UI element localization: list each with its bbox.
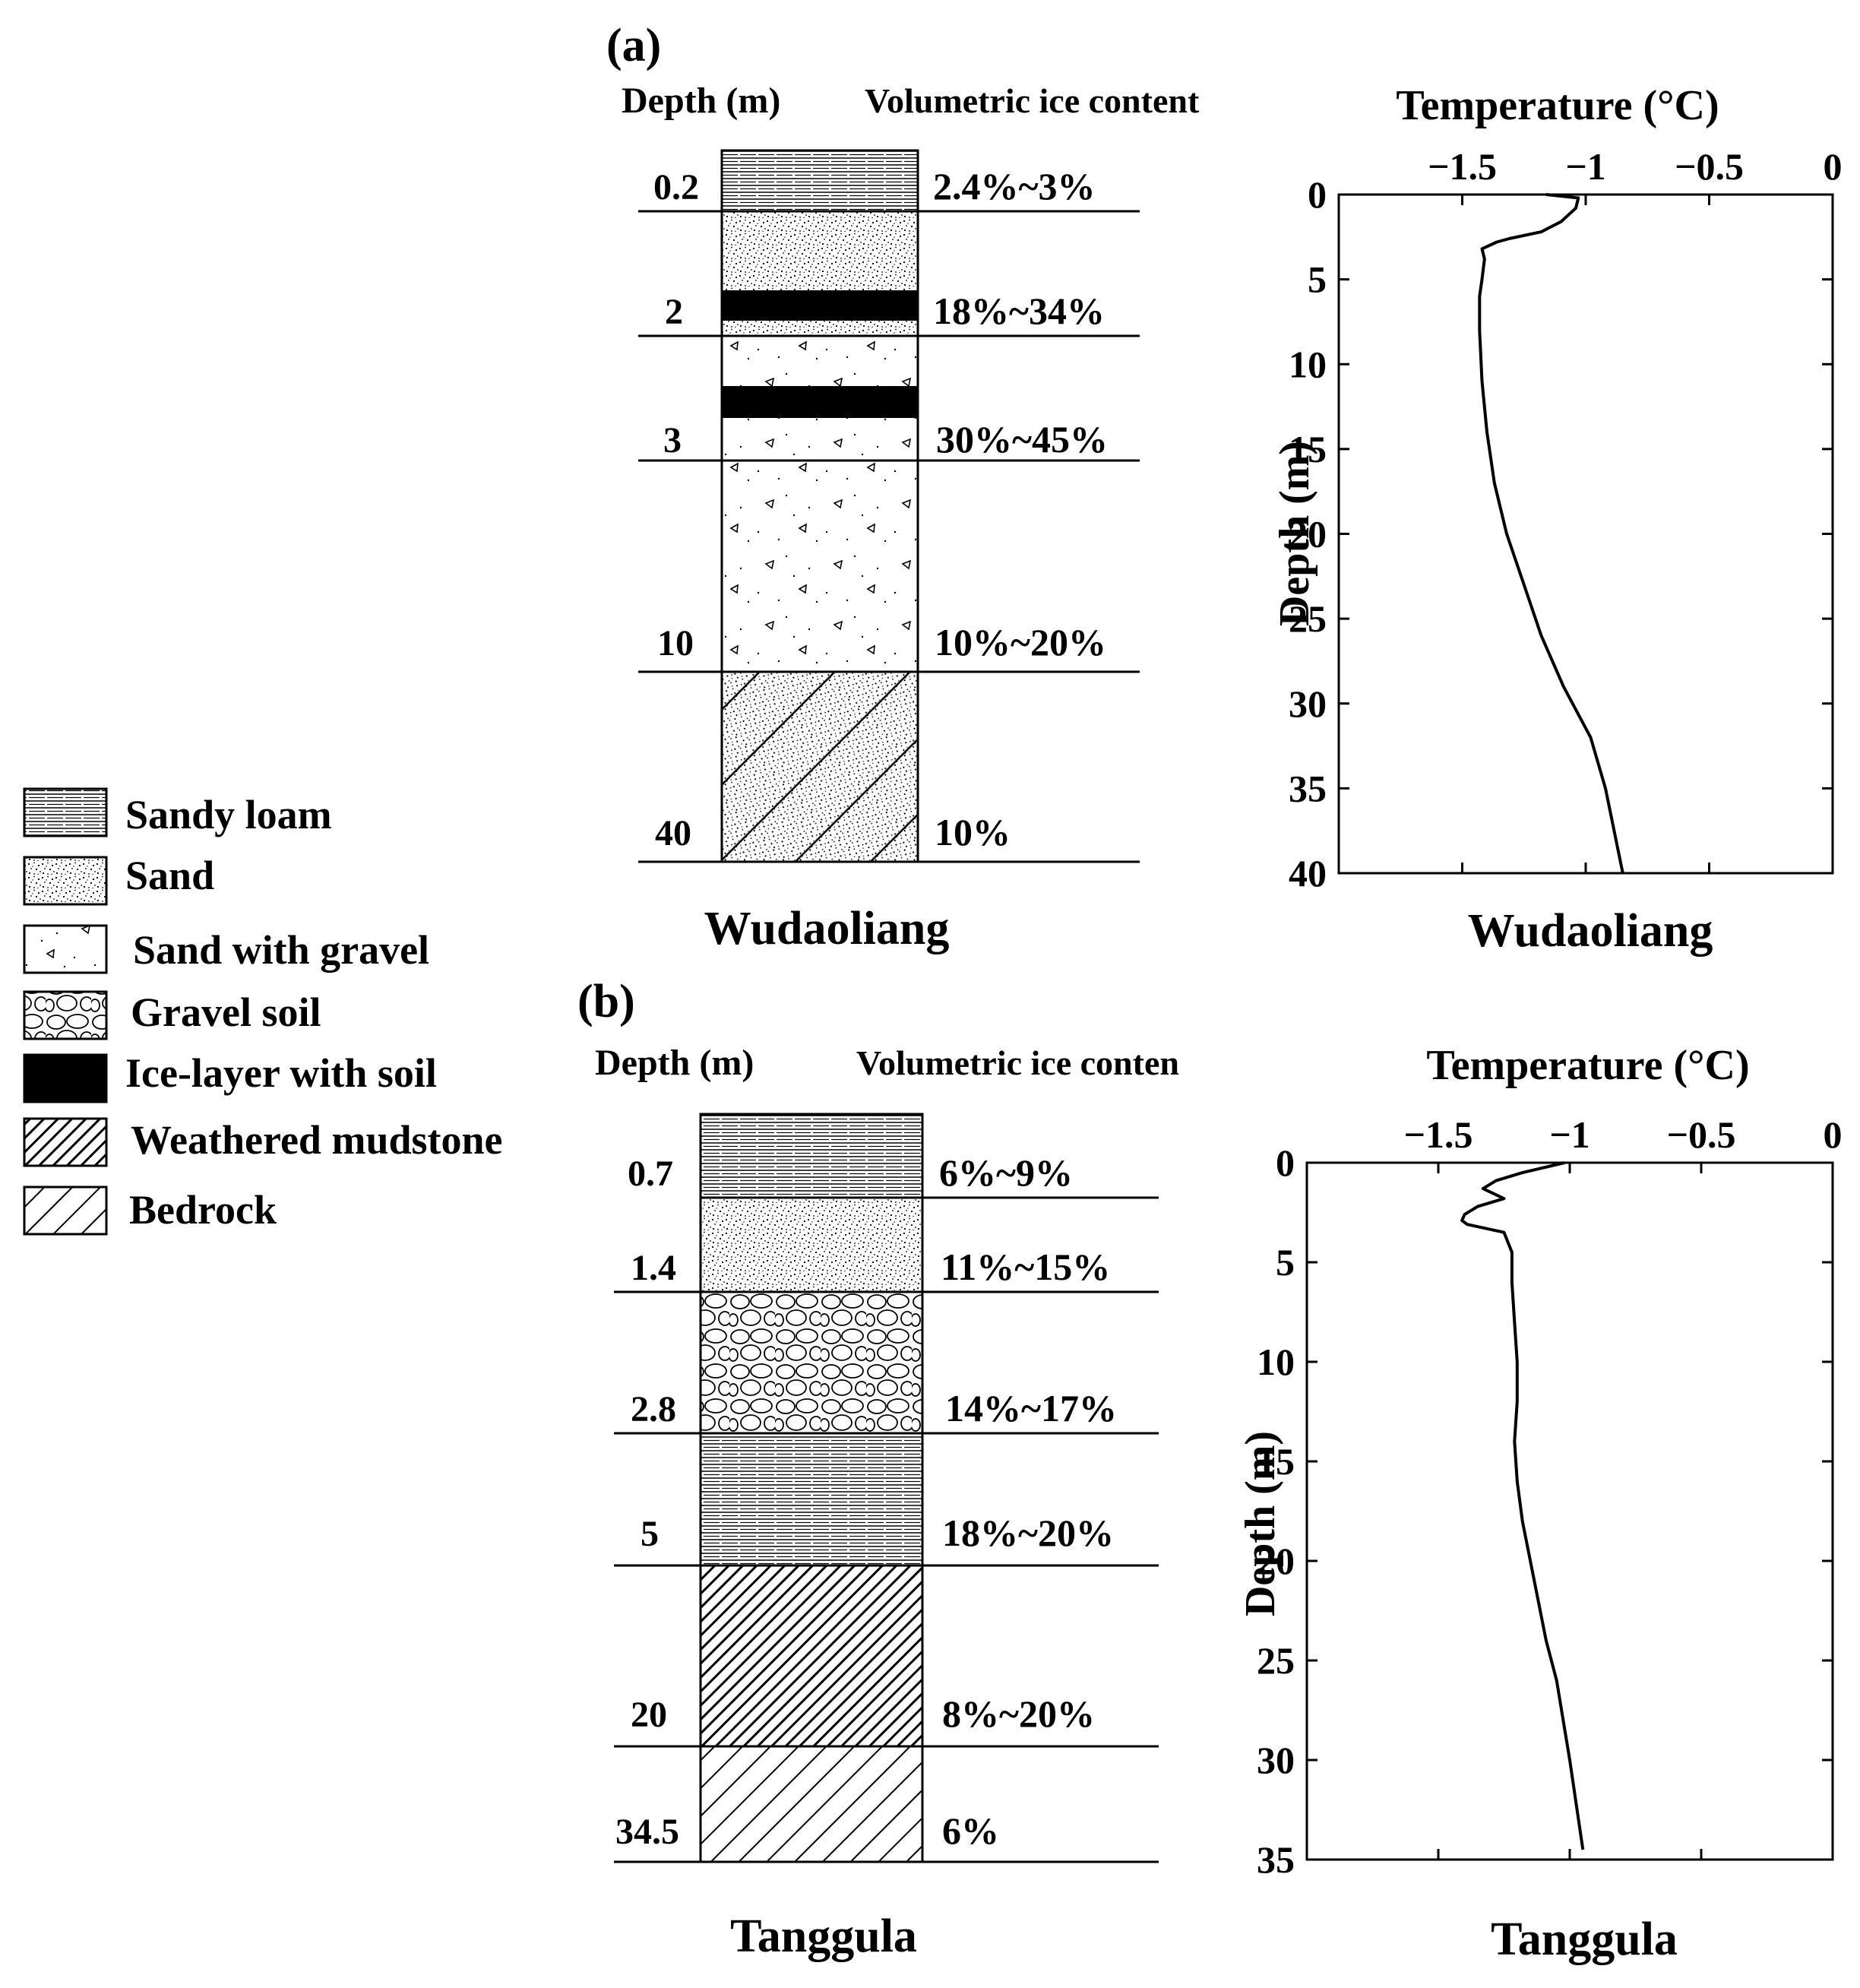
x-tick-label: 0 — [1824, 145, 1843, 188]
y-tick-label: 40 — [1289, 852, 1327, 894]
y-tick-label: 20 — [1257, 1540, 1295, 1582]
x-tick-label: −0.5 — [1675, 145, 1744, 188]
depth-value: 3 — [663, 420, 682, 461]
layer-sandy-loam — [720, 149, 919, 213]
panel-b-label: (b) — [577, 976, 635, 1027]
panel-b-soil-column — [699, 1113, 924, 1863]
y-tick-label: 5 — [1276, 1241, 1295, 1284]
legend-label: Sand — [125, 853, 214, 898]
y-tick-label: 25 — [1257, 1639, 1295, 1682]
depth-value: 0.7 — [628, 1154, 673, 1194]
panel-b-depth-header: Depth (m) — [595, 1043, 754, 1083]
legend-label: Weathered mudstone — [131, 1117, 503, 1163]
panel-a-site-name: Wudaoliang — [704, 903, 950, 954]
y-tick-label: 10 — [1257, 1341, 1295, 1383]
layer-sandy-loam — [699, 1113, 924, 1199]
depth-value: 2 — [665, 292, 683, 332]
chart-y-axis-title: Depth (m) — [1271, 441, 1318, 626]
x-tick-label: −1.5 — [1404, 1113, 1473, 1156]
ice-value: 2.4%~3% — [933, 165, 1096, 207]
y-tick-label: 15 — [1289, 428, 1327, 470]
chart-title: Tanggula — [1491, 1914, 1678, 1965]
chart-x-axis-title: Temperature (°C) — [1396, 82, 1719, 129]
ice-value: 10%~20% — [935, 621, 1106, 663]
legend-swatch-gravel-soil — [23, 990, 108, 1040]
panel-a-ice-header: Volumetric ice content — [865, 81, 1200, 120]
y-tick-label: 30 — [1257, 1739, 1295, 1781]
legend-swatch-sandy-loam — [23, 787, 108, 837]
y-tick-label: 20 — [1289, 513, 1327, 556]
layer-sand-diagonal — [720, 670, 919, 863]
layer-gravel-soil — [699, 1290, 924, 1435]
temperature-profile-line — [1478, 193, 1624, 874]
layer-sand — [699, 1196, 924, 1293]
ice-value: 8%~20% — [942, 1692, 1095, 1735]
layer-weathered-mudstone — [699, 1564, 924, 1748]
y-tick-label: 15 — [1257, 1440, 1295, 1483]
legend-label: Bedrock — [129, 1187, 277, 1233]
x-tick-label: −1 — [1565, 145, 1606, 188]
ice-value: 18%~20% — [942, 1512, 1114, 1554]
x-tick-label: −1.5 — [1428, 145, 1497, 188]
y-tick-label: 10 — [1289, 343, 1327, 385]
y-tick-label: 0 — [1276, 1141, 1295, 1184]
x-tick-label: 0 — [1824, 1113, 1843, 1156]
depth-value: 2.8 — [631, 1389, 676, 1429]
panel-b: (b) Depth (m) Volumetric ice conten 0.7 … — [577, 976, 1179, 1962]
layer-bedrock — [699, 1745, 924, 1863]
legend-swatch-sand-with-gravel — [23, 924, 108, 974]
layer-ice — [722, 290, 918, 321]
ice-value: 14%~17% — [945, 1387, 1117, 1429]
legend-label: Sandy loam — [125, 792, 332, 837]
chart-x-axis-title: Temperature (°C) — [1426, 1042, 1749, 1089]
depth-value: 0.2 — [653, 167, 699, 207]
temperature-chart-wudaoliang: Temperature (°C) Depth (m) Wudaoliang −1… — [1271, 82, 1843, 957]
layer-sand-with-gravel — [720, 459, 919, 673]
layer-sandy-loam — [699, 1432, 924, 1567]
panel-b-site-name: Tanggula — [730, 1910, 917, 1962]
depth-value: 20 — [631, 1695, 667, 1735]
y-tick-label: 25 — [1289, 597, 1327, 640]
legend-swatch-sand — [23, 856, 108, 906]
legend-swatch-weathered-mudstone — [23, 1117, 108, 1167]
chart-title: Wudaoliang — [1468, 905, 1713, 957]
panel-a-label: (a) — [606, 20, 661, 71]
legend-swatch-bedrock — [23, 1186, 108, 1236]
ice-value: 10% — [935, 811, 1011, 853]
depth-value: 10 — [657, 623, 694, 663]
chart-plot-frame — [1337, 193, 1834, 875]
legend-swatch-ice-layer — [23, 1053, 108, 1103]
x-tick-label: −0.5 — [1667, 1113, 1736, 1156]
chart-y-axis-title: Depth (m) — [1237, 1431, 1284, 1616]
panel-b-ice-header: Volumetric ice conten — [856, 1043, 1179, 1082]
legend-label: Ice-layer with soil — [125, 1050, 437, 1096]
x-tick-label: −1 — [1549, 1113, 1590, 1156]
ice-value: 6%~9% — [939, 1151, 1073, 1194]
y-tick-label: 0 — [1308, 173, 1327, 216]
temperature-profile-line — [1460, 1161, 1585, 1850]
legend-label: Gravel soil — [131, 989, 321, 1035]
depth-value: 34.5 — [615, 1812, 679, 1852]
y-tick-label: 5 — [1308, 258, 1327, 301]
depth-value: 1.4 — [631, 1248, 676, 1288]
temperature-chart-tanggula: Temperature (°C) Depth (m) Tanggula −1.5… — [1237, 1042, 1843, 1965]
panel-a-depth-header: Depth (m) — [622, 81, 780, 121]
layer-ice — [722, 386, 918, 418]
panel-a-soil-column — [720, 149, 919, 863]
ice-value: 6% — [942, 1809, 999, 1852]
legend-label: Sand with gravel — [133, 927, 429, 973]
panel-a: (a) Depth (m) Volumetric ice content 0.2… — [606, 20, 1200, 954]
y-tick-label: 35 — [1257, 1838, 1295, 1881]
y-tick-label: 30 — [1289, 682, 1327, 725]
ice-value: 18%~34% — [933, 290, 1105, 332]
legend: Sandy loam Sand Sand with gravel Gravel … — [23, 787, 503, 1236]
depth-value: 40 — [655, 813, 691, 853]
ice-value: 11%~15% — [941, 1246, 1110, 1288]
depth-value: 5 — [641, 1514, 659, 1554]
y-tick-label: 35 — [1289, 767, 1327, 809]
ice-value: 30%~45% — [936, 418, 1108, 461]
